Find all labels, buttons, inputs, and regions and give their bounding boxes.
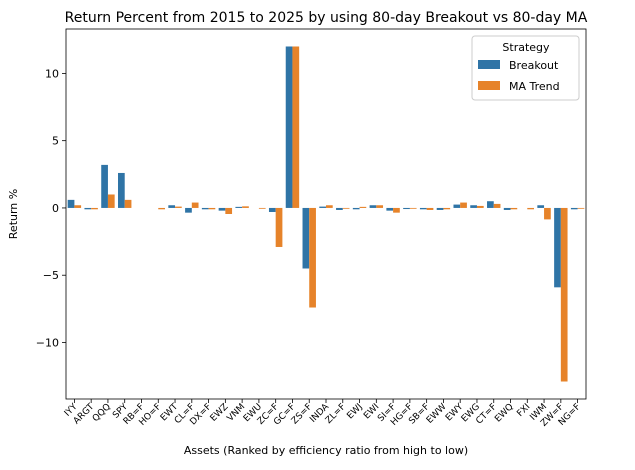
bar-breakout-ewq xyxy=(503,207,511,210)
bar-breakout-qqq xyxy=(101,164,108,208)
bar-ma-trend-zc-f xyxy=(275,207,283,247)
bar-ma-trend-si-f xyxy=(393,207,400,213)
bar-breakout-vnm xyxy=(235,206,243,208)
legend-title: Strategy xyxy=(502,41,550,54)
bar-ma-trend-zw-f xyxy=(560,207,568,382)
bar-ma-trend-ewi xyxy=(376,205,384,208)
bar-breakout-zs-f xyxy=(302,207,310,269)
y-tick-label: 0 xyxy=(52,202,59,215)
x-axis-label: Assets (Ranked by efficiency ratio from … xyxy=(184,444,468,457)
legend-swatch-ma-trend xyxy=(478,81,500,90)
bar-breakout-sb-f xyxy=(419,207,427,210)
bar-ma-trend-ct-f xyxy=(493,203,501,208)
bar-breakout-ct-f xyxy=(487,201,494,208)
bar-ma-trend-ewq xyxy=(510,207,518,210)
bar-breakout-ewz xyxy=(218,207,226,211)
bar-breakout-ewg xyxy=(470,205,477,208)
bars-group xyxy=(67,46,585,382)
bar-breakout-iwm xyxy=(537,205,545,208)
legend-label-ma-trend: MA Trend xyxy=(509,80,560,93)
bar-ma-trend-ewg xyxy=(476,205,484,208)
bar-ma-trend-zs-f xyxy=(309,207,316,308)
bar-breakout-zl-f xyxy=(336,207,343,210)
bar-breakout-hg-f xyxy=(403,207,410,210)
y-tick-label: 10 xyxy=(45,67,59,80)
bar-ma-trend-qqq xyxy=(107,194,115,208)
bar-ma-trend-sb-f xyxy=(426,207,434,210)
y-axis: −10 −5 0 5 10 xyxy=(36,67,66,349)
x-axis: IYYARGTQQQSPYRB=FHO=FEWTCL=FDX=FEWZVNMEW… xyxy=(63,399,583,429)
bar-ma-trend-ng-f xyxy=(577,207,585,209)
bar-breakout-zc-f xyxy=(268,207,276,212)
bar-ma-trend-iyy xyxy=(74,205,82,208)
bar-breakout-ng-f xyxy=(570,207,578,210)
bar-ma-trend-ho-f xyxy=(158,207,165,210)
y-tick-label: −5 xyxy=(43,269,59,282)
bar-ma-trend-dx-f xyxy=(208,207,216,210)
y-tick-label: 5 xyxy=(52,135,59,148)
bar-ma-trend-hg-f xyxy=(409,207,417,209)
bar-breakout-si-f xyxy=(386,207,394,211)
bar-breakout-ewi xyxy=(369,205,377,208)
bar-ma-trend-cl-f xyxy=(191,202,199,208)
bar-breakout-dx-f xyxy=(201,207,209,210)
bar-breakout-ewj xyxy=(352,207,360,210)
y-axis-label: Return % xyxy=(7,189,20,239)
chart-title: Return Percent from 2015 to 2025 by usin… xyxy=(65,10,588,26)
bar-ma-trend-eww xyxy=(443,207,451,210)
bar-breakout-ewt xyxy=(168,205,176,208)
x-tick-label: QQQ xyxy=(91,402,113,424)
bar-ma-trend-ewu xyxy=(258,207,266,209)
x-tick-label: EWZ xyxy=(209,402,231,424)
bar-ma-trend-iwm xyxy=(544,207,551,220)
y-tick-label: −10 xyxy=(36,336,59,349)
bar-breakout-gc-f xyxy=(285,46,293,208)
bar-ma-trend-fxi xyxy=(527,207,534,210)
bar-breakout-inda xyxy=(319,206,326,208)
bar-ma-trend-inda xyxy=(326,205,333,208)
bar-breakout-ewy xyxy=(453,204,461,208)
bar-breakout-argt xyxy=(84,207,92,210)
bar-ma-trend-zl-f xyxy=(342,207,350,209)
bar-ma-trend-ewy xyxy=(460,202,467,208)
x-tick-label: VNM xyxy=(226,402,248,424)
legend: Strategy Breakout MA Trend xyxy=(471,35,580,101)
bar-ma-trend-argt xyxy=(91,207,98,210)
bar-breakout-spy xyxy=(118,172,125,208)
bar-ma-trend-spy xyxy=(124,199,132,208)
x-tick-label: EWJ xyxy=(345,402,364,421)
bar-ma-trend-gc-f xyxy=(292,46,300,208)
legend-swatch-breakout xyxy=(478,60,500,69)
bar-breakout-eww xyxy=(436,207,444,210)
bar-breakout-zw-f xyxy=(554,207,561,288)
legend-label-breakout: Breakout xyxy=(509,59,559,72)
plot-frame xyxy=(65,28,587,400)
bar-ma-trend-vnm xyxy=(242,206,249,208)
x-tick-label: EWQ xyxy=(493,402,515,424)
bar-ma-trend-ewj xyxy=(359,206,367,208)
bar-ma-trend-ewt xyxy=(175,206,182,208)
bar-breakout-iyy xyxy=(67,199,75,208)
bar-ma-trend-ewz xyxy=(225,207,233,214)
bar-breakout-cl-f xyxy=(185,207,192,213)
